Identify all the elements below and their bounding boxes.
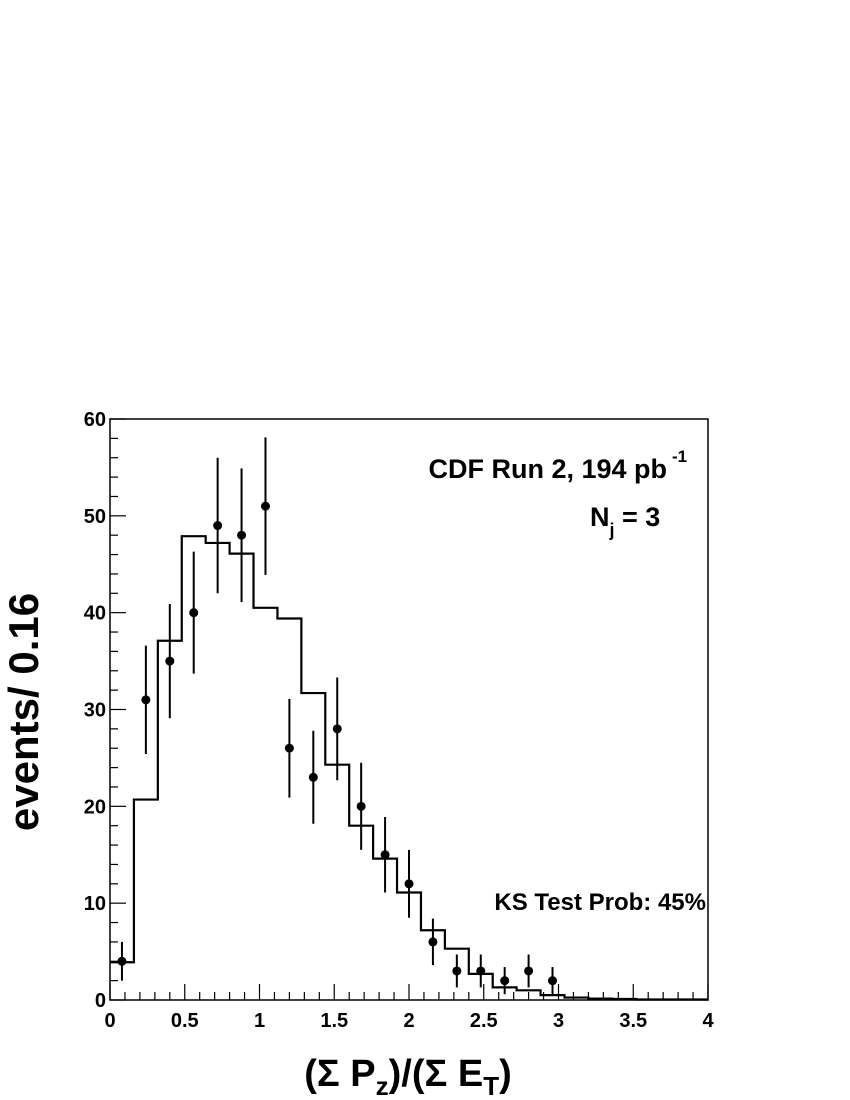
data-points [117,437,558,995]
data-point [356,801,366,811]
ks-test-label: KS Test Prob: 45% [494,889,706,916]
y-tick-label: 60 [84,409,106,431]
data-point [260,501,270,511]
y-tick-label: 50 [84,506,106,528]
data-point [332,724,342,734]
data-point [189,608,199,618]
x-tick-label: 1.5 [320,1010,348,1032]
run-label-superscript: -1 [672,447,687,466]
y-tick-label: 10 [84,893,106,915]
x-tick-label: 0.5 [171,1010,199,1032]
x-tick-label: 3 [553,1010,564,1032]
y-tick-label: 0 [95,990,106,1012]
data-point [452,966,462,976]
data-point [237,530,247,540]
y-tick-label: 20 [84,796,106,818]
nj-label: Nj = 3 [590,502,660,540]
x-tick-label: 4 [702,1010,714,1032]
data-point [524,966,534,976]
x-tick-label: 2.5 [470,1010,498,1032]
x-axis-ticks: 0 0.5 1 1.5 2 2.5 3 3.5 4 [104,984,714,1032]
data-point [284,743,294,753]
run-label: CDF Run 2, 194 pb [428,454,667,484]
data-point [548,976,558,986]
y-axis-ticks: 0 10 20 30 40 50 60 [84,409,126,1012]
x-tick-label: 1 [254,1010,265,1032]
y-tick-label: 30 [84,700,106,722]
histogram-line [110,535,708,1001]
x-tick-label: 2 [403,1010,414,1032]
data-point [165,656,175,666]
x-axis-title: (Σ Pz)/(Σ ET) [304,1053,512,1100]
data-point [476,966,486,976]
data-point [380,850,390,860]
y-axis-title: events/ 0.16 [0,593,47,831]
data-point [500,976,510,986]
y-tick-label: 40 [84,603,106,625]
data-point [428,937,438,947]
data-point [308,772,318,782]
mc-histogram [110,535,708,1001]
data-point [404,879,414,889]
data-point [117,956,127,966]
x-tick-label: 3.5 [619,1010,647,1032]
data-point [141,695,151,705]
data-point [213,521,223,531]
x-tick-label: 0 [104,1010,115,1032]
